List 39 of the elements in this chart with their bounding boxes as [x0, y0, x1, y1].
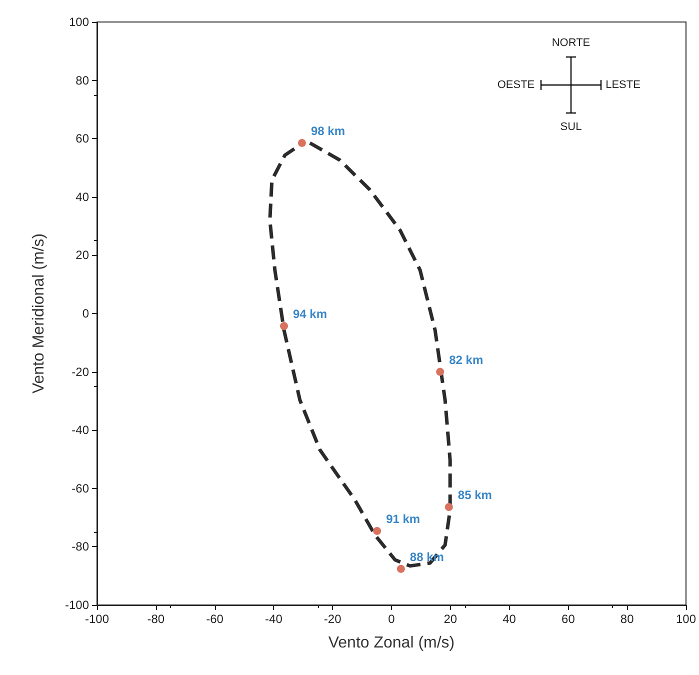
point [436, 368, 444, 376]
annotation: 85 km [458, 488, 492, 502]
y-tick-label: 80 [76, 73, 90, 88]
annotation: LESTE [606, 79, 640, 91]
x-axis-title: Vento Zonal (m/s) [328, 634, 455, 652]
x-tick-label: 100 [676, 612, 696, 626]
x-tick-label: 80 [620, 612, 634, 626]
x-tick-label: 0 [388, 612, 396, 626]
annotation: 98 km [310, 124, 345, 138]
y-tick-label: 40 [76, 190, 90, 204]
point [298, 138, 306, 147]
y-tick-label: 60 [76, 132, 90, 146]
point [396, 564, 405, 573]
point [444, 503, 453, 512]
annotation: 91 km [386, 512, 420, 526]
x-tick-label: -40 [265, 612, 283, 626]
annotation: 94 km [293, 307, 328, 322]
y-tick-label: -80 [72, 540, 90, 554]
annotation: 82 km [449, 352, 484, 367]
point [373, 526, 382, 535]
y-tick-label: 0 [82, 306, 90, 320]
y-axis-title: Vento Meridional (m/s) [30, 233, 48, 394]
y-tick-label: -100 [64, 598, 90, 612]
x-tick-label: -80 [147, 612, 165, 626]
annotation: NORTE [552, 37, 590, 49]
y-tick-label: -20 [72, 364, 90, 379]
x-tick-label: -100 [84, 612, 110, 626]
x-tick-label: 40 [502, 612, 516, 626]
x-tick-label: 60 [562, 612, 576, 626]
y-tick-label: -40 [72, 423, 90, 438]
x-tick-label: -20 [324, 612, 342, 626]
point [280, 322, 288, 330]
y-tick-label: 20 [76, 248, 90, 262]
annotation: SUL [560, 121, 582, 133]
y-tick-label: 100 [68, 15, 90, 29]
y-tick-label: -60 [72, 481, 90, 496]
annotation: OESTE [497, 79, 535, 91]
x-tick-label: -60 [206, 612, 224, 626]
x-tick-label: 20 [444, 612, 458, 626]
